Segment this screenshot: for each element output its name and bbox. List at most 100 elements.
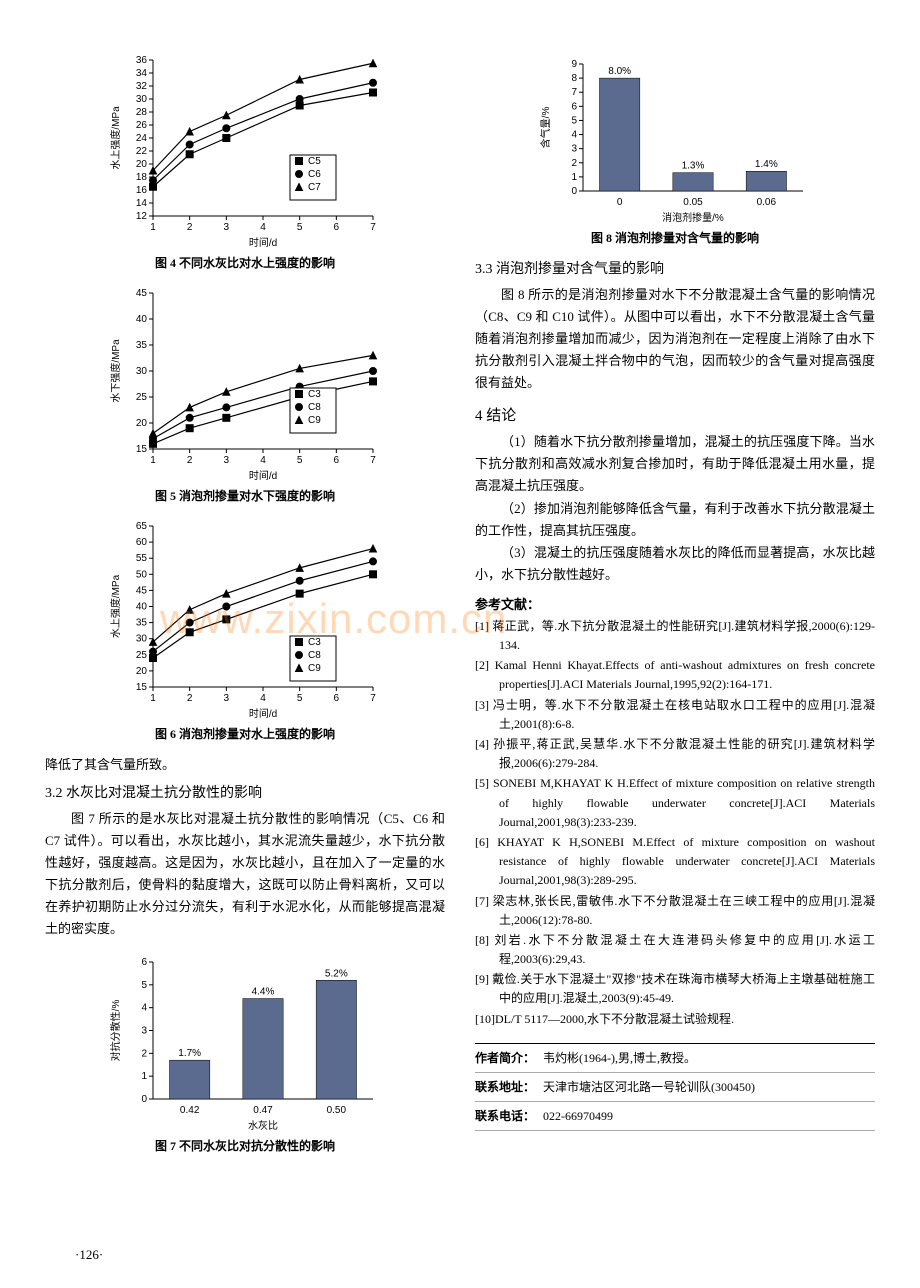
- left-column: 121416182022242628303234361234567时间/d水上强…: [45, 50, 445, 1166]
- svg-text:C7: C7: [308, 182, 321, 193]
- svg-text:1: 1: [141, 1072, 147, 1083]
- svg-text:C3: C3: [308, 389, 321, 400]
- svg-text:1: 1: [150, 693, 156, 704]
- svg-text:18: 18: [136, 172, 148, 183]
- svg-text:1.3%: 1.3%: [682, 161, 705, 172]
- svg-text:5: 5: [141, 980, 147, 991]
- svg-text:8.0%: 8.0%: [608, 66, 631, 77]
- c1: （1）随着水下抗分散剂掺量增加，混凝土的抗压强度下降。当水下抗分散剂和高效减水剂…: [475, 431, 875, 497]
- svg-text:30: 30: [136, 366, 148, 377]
- svg-text:2: 2: [571, 158, 577, 169]
- svg-text:7: 7: [370, 693, 376, 704]
- ref-1: [1] 蒋正武，等.水下抗分散混凝土的性能研究[J].建筑材料学报,2000(6…: [475, 617, 875, 655]
- svg-text:4: 4: [260, 693, 266, 704]
- svg-text:24: 24: [136, 133, 148, 144]
- svg-text:0: 0: [141, 1094, 147, 1105]
- svg-text:9: 9: [571, 59, 577, 70]
- svg-text:4: 4: [260, 455, 266, 466]
- references: [1] 蒋正武，等.水下抗分散混凝土的性能研究[J].建筑材料学报,2000(6…: [475, 617, 875, 1029]
- svg-text:3: 3: [141, 1026, 147, 1037]
- svg-text:14: 14: [136, 198, 148, 209]
- para3: 图 8 所示的是消泡剂掺量对水下不分散混凝土含气量的影响情况（C8、C9 和 C…: [475, 284, 875, 394]
- svg-text:2: 2: [187, 455, 193, 466]
- fig4: 121416182022242628303234361234567时间/d水上强…: [45, 50, 445, 271]
- ref-7: [7] 梁志林,张长民,雷敏伟.水下不分散混凝土在三峡工程中的应用[J].混凝土…: [475, 892, 875, 930]
- svg-text:35: 35: [136, 618, 148, 629]
- ref-5: [5] SONEBI M,KHAYAT K H.Effect of mixtur…: [475, 774, 875, 832]
- svg-text:12: 12: [136, 211, 148, 222]
- svg-text:36: 36: [136, 55, 148, 66]
- svg-text:0: 0: [617, 197, 623, 208]
- svg-text:水上强度/MPa: 水上强度/MPa: [109, 106, 122, 170]
- svg-text:35: 35: [136, 340, 148, 351]
- h4: 4 结论: [475, 404, 875, 425]
- svg-text:C8: C8: [308, 402, 321, 413]
- svg-text:15: 15: [136, 682, 148, 693]
- c3: （3）混凝土的抗压强度随着水灰比的降低而显著提高，水灰比越小，水下抗分散性越好。: [475, 542, 875, 586]
- svg-text:3: 3: [571, 144, 577, 155]
- author-box: 作者简介：韦灼彬(1964-),男,博士,教授。 联系地址：天津市塘沽区河北路一…: [475, 1043, 875, 1131]
- svg-text:25: 25: [136, 392, 148, 403]
- svg-text:30: 30: [136, 634, 148, 645]
- svg-text:0.06: 0.06: [757, 197, 777, 208]
- svg-text:7: 7: [370, 222, 376, 233]
- ref-3: [3] 冯士明，等.水下不分散混凝土在核电站取水口工程中的应用[J].混凝土,2…: [475, 696, 875, 734]
- svg-text:对抗分散性/%: 对抗分散性/%: [109, 1000, 122, 1062]
- svg-text:C6: C6: [308, 169, 321, 180]
- svg-text:C5: C5: [308, 156, 321, 167]
- author-l2-label: 联系地址：: [475, 1080, 543, 1094]
- author-l3: 022-66970499: [543, 1109, 613, 1123]
- svg-text:4.4%: 4.4%: [252, 987, 275, 998]
- svg-text:6: 6: [334, 693, 340, 704]
- svg-text:5: 5: [571, 115, 577, 126]
- svg-text:55: 55: [136, 553, 148, 564]
- svg-text:8: 8: [571, 73, 577, 84]
- svg-text:32: 32: [136, 81, 148, 92]
- fig8: 01234567898.0%01.3%0.051.4%0.06消泡剂掺量/%含气…: [475, 50, 875, 246]
- svg-text:C9: C9: [308, 415, 321, 426]
- fig6: 15202530354045505560651234567时间/d水上强度/MP…: [45, 516, 445, 742]
- fig5-caption: 图 5 消泡剂掺量对水下强度的影响: [155, 487, 335, 504]
- svg-text:7: 7: [370, 455, 376, 466]
- svg-text:0.42: 0.42: [180, 1105, 200, 1116]
- author-l2: 天津市塘沽区河北路一号轮训队(300450): [543, 1080, 755, 1094]
- svg-text:时间/d: 时间/d: [249, 707, 277, 720]
- c2: （2）掺加消泡剂能够降低含气量，有利于改善水下抗分散混凝土的工作性，提高其抗压强…: [475, 498, 875, 542]
- svg-text:40: 40: [136, 314, 148, 325]
- svg-text:34: 34: [136, 68, 148, 79]
- svg-text:50: 50: [136, 569, 148, 580]
- svg-text:1: 1: [571, 172, 577, 183]
- svg-text:6: 6: [571, 101, 577, 112]
- h32: 3.2 水灰比对混凝土抗分散性的影响: [45, 782, 445, 806]
- fig5: 152025303540451234567时间/d水下强度/MPaC3C8C9 …: [45, 283, 445, 504]
- svg-text:45: 45: [136, 288, 148, 299]
- svg-text:0.50: 0.50: [327, 1105, 347, 1116]
- author-l3-label: 联系电话：: [475, 1109, 543, 1123]
- svg-text:4: 4: [260, 222, 266, 233]
- svg-text:消泡剂掺量/%: 消泡剂掺量/%: [662, 211, 724, 224]
- fig7-caption: 图 7 不同水灰比对抗分散性的影响: [155, 1137, 335, 1154]
- fig4-caption: 图 4 不同水灰比对水上强度的影响: [155, 254, 335, 271]
- author-l1-label: 作者简介：: [475, 1051, 543, 1065]
- author-l1: 韦灼彬(1964-),男,博士,教授。: [543, 1051, 696, 1065]
- svg-text:0: 0: [571, 186, 577, 197]
- svg-text:15: 15: [136, 444, 148, 455]
- svg-text:4: 4: [141, 1003, 147, 1014]
- svg-text:6: 6: [334, 222, 340, 233]
- svg-text:4: 4: [571, 130, 577, 141]
- svg-text:7: 7: [571, 87, 577, 98]
- svg-text:1: 1: [150, 455, 156, 466]
- svg-text:20: 20: [136, 159, 148, 170]
- ref-6: [6] KHAYAT K H,SONEBI M.Effect of mixtur…: [475, 833, 875, 891]
- fig7: 01234561.7%0.424.4%0.475.2%0.50水灰比对抗分散性/…: [45, 948, 445, 1154]
- svg-text:5: 5: [297, 693, 303, 704]
- svg-text:5: 5: [297, 455, 303, 466]
- page-number: ·126·: [75, 1247, 103, 1263]
- svg-text:3: 3: [224, 693, 230, 704]
- svg-text:2: 2: [141, 1049, 147, 1060]
- svg-text:26: 26: [136, 120, 148, 131]
- svg-text:1.7%: 1.7%: [178, 1049, 201, 1060]
- svg-text:30: 30: [136, 94, 148, 105]
- svg-text:时间/d: 时间/d: [249, 469, 277, 482]
- svg-text:水灰比: 水灰比: [248, 1119, 278, 1132]
